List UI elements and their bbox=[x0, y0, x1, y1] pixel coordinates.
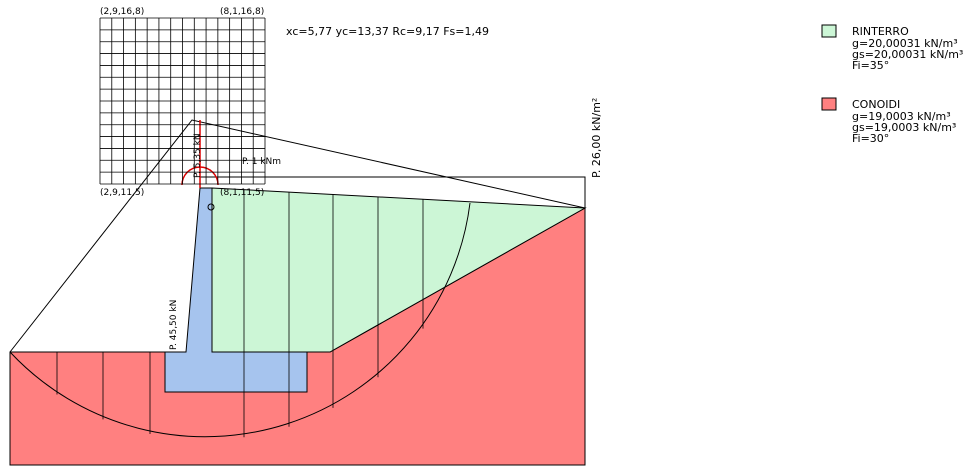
legend-name: CONOIDI bbox=[852, 98, 900, 111]
legend-line: g=19,0003 kN/m³ bbox=[852, 110, 951, 123]
grid-label: (2,9,16,8) bbox=[100, 7, 144, 17]
legend-name: RINTERRO bbox=[852, 25, 909, 38]
geometry bbox=[9, 119, 587, 466]
search-grid bbox=[99, 17, 266, 185]
moment-arrow bbox=[181, 166, 219, 186]
load-label: P. 1 kNm bbox=[242, 157, 281, 167]
legend-line: gs=19,0003 kN/m³ bbox=[852, 121, 956, 134]
pivot bbox=[207, 203, 215, 211]
grid-label: (8,1,16,8) bbox=[220, 7, 264, 17]
load-label: P. 26,00 kN/m² bbox=[590, 98, 603, 178]
legend-line: Fi=35° bbox=[852, 59, 889, 72]
grid-label: (8,1,11,5) bbox=[220, 188, 264, 198]
grid-label: (2,9,11,5) bbox=[100, 188, 144, 198]
legend-line: gs=20,00031 kN/m³ bbox=[852, 48, 963, 61]
legend-line: Fi=30° bbox=[852, 132, 889, 145]
slip-circle bbox=[9, 202, 471, 438]
construction-line bbox=[9, 119, 586, 353]
load-label: P. 45,50 kN bbox=[169, 300, 179, 350]
legend-line: g=20,00031 kN/m³ bbox=[852, 37, 958, 50]
legend-swatch bbox=[821, 24, 837, 38]
legend-swatch bbox=[821, 97, 837, 111]
result-text: xc=5,77 yc=13,37 Rc=9,17 Fs=1,49 bbox=[286, 25, 489, 38]
load-label: P. 5,35 kN bbox=[193, 133, 203, 178]
